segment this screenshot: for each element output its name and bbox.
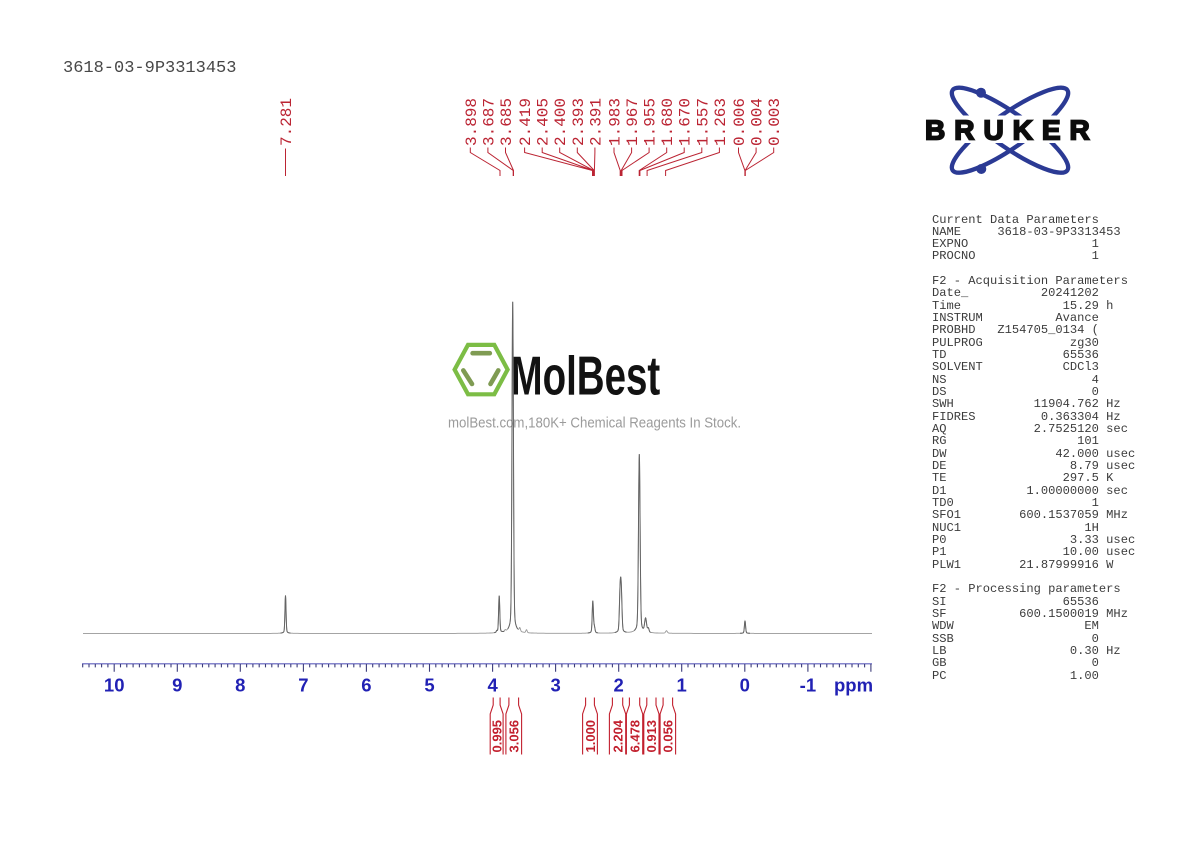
svg-text:4: 4	[487, 675, 498, 696]
svg-text:3.685: 3.685	[498, 98, 516, 146]
svg-text:1: 1	[677, 675, 687, 696]
svg-text:1.000: 1.000	[583, 720, 598, 753]
svg-text:5: 5	[424, 675, 434, 696]
svg-text:0.004: 0.004	[749, 98, 767, 146]
svg-text:1.680: 1.680	[659, 98, 677, 146]
svg-text:2.391: 2.391	[587, 98, 605, 146]
svg-text:1.955: 1.955	[642, 98, 660, 146]
svg-text:2.393: 2.393	[570, 98, 588, 146]
svg-text:MolBest: MolBest	[511, 346, 661, 407]
svg-text:0.003: 0.003	[766, 98, 784, 146]
svg-text:3.687: 3.687	[480, 98, 498, 146]
svg-text:3.898: 3.898	[463, 98, 481, 146]
svg-text:10: 10	[104, 675, 125, 696]
svg-text:2: 2	[614, 675, 624, 696]
svg-text:2.400: 2.400	[552, 98, 570, 146]
svg-text:8: 8	[235, 675, 245, 696]
svg-text:molBest.com,180K+ Chemical Rea: molBest.com,180K+ Chemical Reagents In S…	[448, 415, 741, 432]
svg-text:1.983: 1.983	[607, 98, 625, 146]
svg-text:-1: -1	[800, 675, 816, 696]
svg-text:3: 3	[550, 675, 560, 696]
svg-text:7: 7	[298, 675, 308, 696]
svg-text:0.913: 0.913	[644, 720, 659, 753]
svg-text:6: 6	[361, 675, 371, 696]
svg-text:BRUKER: BRUKER	[925, 115, 1099, 146]
svg-text:0.995: 0.995	[489, 720, 504, 753]
svg-text:7.281: 7.281	[278, 98, 296, 146]
svg-text:2.405: 2.405	[535, 98, 553, 146]
svg-text:0: 0	[740, 675, 750, 696]
svg-text:2.419: 2.419	[517, 98, 535, 146]
svg-text:1.557: 1.557	[694, 98, 712, 146]
svg-text:9: 9	[172, 675, 182, 696]
svg-text:3.056: 3.056	[507, 720, 522, 753]
svg-text:2.204: 2.204	[610, 719, 625, 752]
svg-text:1.967: 1.967	[624, 98, 642, 146]
svg-text:0.006: 0.006	[731, 98, 749, 146]
svg-text:1.670: 1.670	[677, 98, 695, 146]
svg-text:ppm: ppm	[834, 675, 873, 696]
svg-text:0.056: 0.056	[661, 720, 676, 753]
svg-text:1.263: 1.263	[712, 98, 730, 146]
svg-text:6.478: 6.478	[627, 720, 642, 753]
